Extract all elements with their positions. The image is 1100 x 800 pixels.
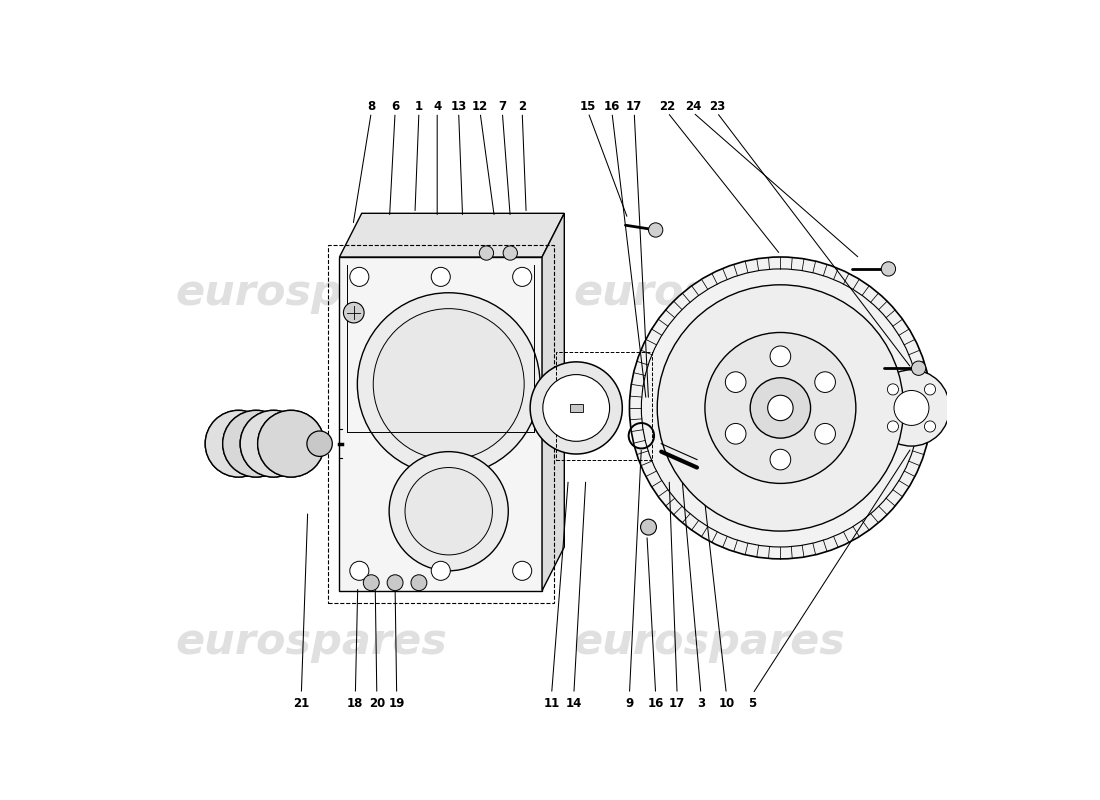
Circle shape <box>343 302 364 323</box>
Circle shape <box>888 421 899 432</box>
Circle shape <box>649 223 663 237</box>
Circle shape <box>431 562 450 580</box>
Circle shape <box>750 378 811 438</box>
Circle shape <box>768 395 793 421</box>
Text: 10: 10 <box>718 697 735 710</box>
Text: 19: 19 <box>388 697 405 710</box>
Circle shape <box>350 267 368 286</box>
Circle shape <box>257 410 324 477</box>
Circle shape <box>815 423 835 444</box>
Circle shape <box>363 574 379 590</box>
Circle shape <box>888 384 899 395</box>
Text: 9: 9 <box>625 697 634 710</box>
Circle shape <box>373 309 525 459</box>
Circle shape <box>431 267 450 286</box>
Circle shape <box>873 370 949 446</box>
Circle shape <box>206 410 272 477</box>
Circle shape <box>257 410 324 477</box>
Text: 1: 1 <box>415 99 424 113</box>
Circle shape <box>240 410 307 477</box>
Circle shape <box>542 374 609 442</box>
Text: 16: 16 <box>604 99 620 113</box>
Text: 11: 11 <box>543 697 560 710</box>
Circle shape <box>240 410 307 477</box>
Circle shape <box>530 362 623 454</box>
Circle shape <box>924 421 936 432</box>
Circle shape <box>894 390 928 426</box>
Circle shape <box>222 410 289 477</box>
Text: 22: 22 <box>660 99 675 113</box>
Polygon shape <box>340 214 564 257</box>
Polygon shape <box>542 214 564 590</box>
Circle shape <box>705 333 856 483</box>
Circle shape <box>503 246 517 260</box>
Circle shape <box>358 293 540 475</box>
Text: 23: 23 <box>708 99 725 113</box>
Circle shape <box>815 372 835 393</box>
Circle shape <box>725 372 746 393</box>
Text: 16: 16 <box>648 697 663 710</box>
Circle shape <box>206 410 272 477</box>
Text: 21: 21 <box>294 697 309 710</box>
Circle shape <box>770 346 791 366</box>
Circle shape <box>640 519 657 535</box>
Text: 5: 5 <box>748 697 757 710</box>
Circle shape <box>389 452 508 571</box>
Circle shape <box>307 431 332 457</box>
Bar <box>557 352 651 459</box>
Text: eurospares: eurospares <box>176 272 448 314</box>
Circle shape <box>924 384 936 395</box>
Text: 3: 3 <box>697 697 705 710</box>
Circle shape <box>725 423 746 444</box>
Circle shape <box>513 562 531 580</box>
Polygon shape <box>340 257 542 590</box>
Text: 12: 12 <box>472 99 488 113</box>
Circle shape <box>222 410 289 477</box>
Text: 4: 4 <box>433 99 441 113</box>
Text: 6: 6 <box>390 99 399 113</box>
Text: 15: 15 <box>580 99 596 113</box>
Circle shape <box>912 361 926 375</box>
Circle shape <box>480 246 494 260</box>
Text: eurospares: eurospares <box>573 272 845 314</box>
Text: 17: 17 <box>626 99 642 113</box>
Circle shape <box>881 262 895 276</box>
Circle shape <box>350 562 368 580</box>
Circle shape <box>513 267 531 286</box>
Circle shape <box>387 574 403 590</box>
Text: 7: 7 <box>498 99 506 113</box>
Text: 13: 13 <box>451 99 466 113</box>
Text: 2: 2 <box>518 99 526 113</box>
Text: 14: 14 <box>565 697 582 710</box>
Text: eurospares: eurospares <box>573 622 845 663</box>
Text: eurospares: eurospares <box>176 622 448 663</box>
Circle shape <box>770 450 791 470</box>
Circle shape <box>658 285 903 531</box>
Text: 18: 18 <box>348 697 363 710</box>
Circle shape <box>405 467 493 555</box>
Bar <box>570 404 583 412</box>
Circle shape <box>629 257 932 559</box>
Text: 24: 24 <box>685 99 701 113</box>
Circle shape <box>411 574 427 590</box>
Text: 8: 8 <box>367 99 375 113</box>
Text: 17: 17 <box>669 697 685 710</box>
Text: 20: 20 <box>368 697 385 710</box>
